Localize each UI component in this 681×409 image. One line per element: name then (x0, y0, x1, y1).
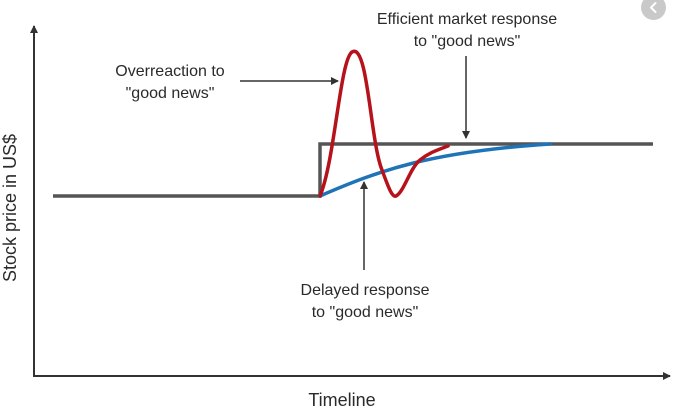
overreaction-curve (318, 49, 450, 198)
y-axis-title: Stock price in US$ (0, 134, 20, 282)
delayed-response-curve (318, 142, 552, 198)
chevron-left-icon (650, 2, 657, 13)
efficient-label-line2: to "good news" (414, 33, 521, 50)
delayed-label-line1: Delayed response (301, 282, 430, 299)
back-button[interactable] (641, 0, 666, 20)
efficient-response-line (53, 142, 653, 198)
overreaction-label-line2: "good news" (126, 85, 215, 102)
delayed-label-line2: to "good news" (312, 304, 419, 321)
x-axis-title: Timeline (308, 390, 375, 409)
overreaction-label-line1: Overreaction to (115, 63, 224, 80)
efficient-label-line1: Efficient market response (377, 11, 557, 28)
